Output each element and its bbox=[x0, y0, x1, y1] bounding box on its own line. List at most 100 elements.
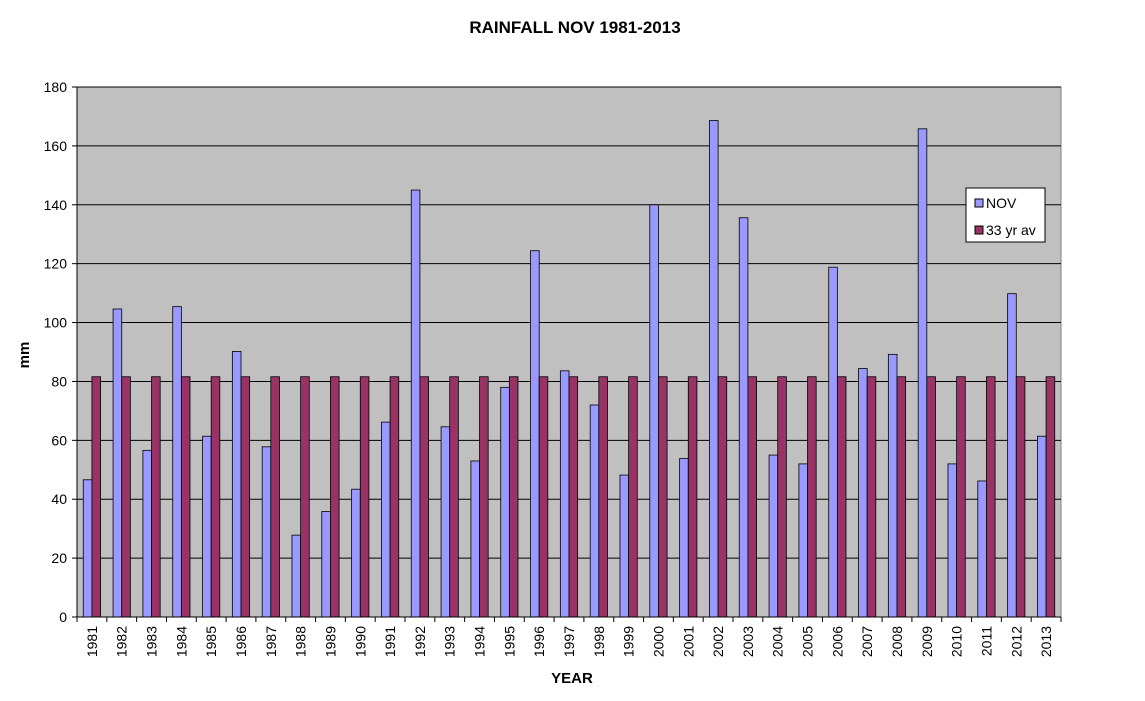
bar-nov bbox=[887, 353, 898, 618]
bar-average bbox=[449, 376, 459, 618]
y-tick-label: 140 bbox=[44, 197, 68, 213]
bar-nov bbox=[231, 351, 242, 618]
bar-average bbox=[479, 376, 489, 618]
bar-nov bbox=[679, 458, 689, 618]
bar-average bbox=[986, 376, 996, 618]
x-tick-label: 1994 bbox=[472, 626, 488, 657]
bar-average bbox=[777, 376, 787, 618]
bar-average bbox=[896, 376, 907, 618]
x-tick-label: 2008 bbox=[889, 626, 905, 657]
x-tick-label: 2000 bbox=[650, 626, 666, 657]
x-tick-label: 1991 bbox=[382, 626, 398, 657]
bar-average bbox=[1045, 376, 1056, 618]
bar-nov bbox=[440, 426, 451, 618]
x-tick-label: 1996 bbox=[531, 626, 547, 657]
bar-nov bbox=[559, 370, 570, 618]
bar-average bbox=[747, 376, 757, 618]
bar-average bbox=[389, 376, 400, 618]
x-tick-label: 2003 bbox=[740, 626, 756, 657]
y-tick-label: 60 bbox=[51, 432, 67, 448]
x-tick-label: 1988 bbox=[293, 626, 309, 657]
bar-nov bbox=[351, 488, 361, 618]
x-tick-label: 2002 bbox=[710, 626, 726, 657]
x-tick-label: 1987 bbox=[263, 626, 279, 657]
y-tick-label: 40 bbox=[51, 491, 67, 507]
legend-swatch-average bbox=[974, 225, 984, 235]
x-tick-label: 1999 bbox=[621, 626, 637, 657]
bar-nov bbox=[291, 534, 302, 618]
y-axis-title: mm bbox=[16, 342, 33, 369]
bar-average bbox=[419, 376, 429, 618]
x-tick-labels: 1981 1982 1983 1984 1985 1986 1987 1988 1989 1990… bbox=[84, 626, 1054, 657]
bar-average bbox=[240, 376, 251, 618]
bar-nov bbox=[112, 308, 123, 618]
bar-nov bbox=[261, 446, 272, 618]
x-tick-label: 2009 bbox=[919, 626, 935, 657]
x-tick-label: 1992 bbox=[412, 626, 428, 657]
bar-average bbox=[121, 376, 131, 618]
legend: NOV 33 yr av bbox=[965, 187, 1046, 243]
y-tick-label: 100 bbox=[44, 315, 68, 331]
bar-average bbox=[300, 376, 310, 618]
y-tick-label: 120 bbox=[44, 256, 68, 272]
legend-label-average: 33 yr av bbox=[986, 222, 1036, 238]
bar-nov bbox=[589, 404, 600, 618]
y-tick-label: 20 bbox=[51, 550, 67, 566]
x-tick-label: 1983 bbox=[144, 626, 160, 657]
bar-nov bbox=[381, 421, 391, 618]
y-tick-labels: 0 20 40 60 80 100 120 140 160 180 bbox=[44, 79, 68, 625]
y-tick-label: 80 bbox=[51, 373, 67, 389]
x-tick-label: 1982 bbox=[114, 626, 130, 657]
bar-average bbox=[717, 376, 728, 618]
bar-average bbox=[628, 376, 638, 618]
x-tick-label: 2011 bbox=[978, 626, 994, 656]
x-tick-label: 1997 bbox=[561, 626, 577, 657]
x-tick-label: 2004 bbox=[770, 626, 786, 657]
bar-nov bbox=[798, 463, 808, 618]
bar-nov bbox=[917, 128, 928, 618]
bar-average bbox=[866, 376, 877, 618]
x-tick-label: 1984 bbox=[173, 626, 189, 657]
bar-nov bbox=[470, 460, 480, 618]
bar-average bbox=[1015, 376, 1026, 618]
x-tick-label: 1989 bbox=[322, 626, 338, 657]
bar-nov bbox=[321, 511, 331, 618]
x-tick-label: 1985 bbox=[203, 626, 219, 657]
x-tick-label: 2006 bbox=[829, 626, 845, 657]
bar-nov bbox=[768, 454, 779, 618]
bar-average bbox=[180, 376, 191, 618]
x-tick-label: 1995 bbox=[501, 626, 517, 657]
bar-nov bbox=[1037, 435, 1047, 618]
bar-nov bbox=[172, 306, 182, 618]
bar-average bbox=[687, 376, 698, 618]
bar-nov bbox=[1007, 293, 1017, 618]
x-tick-label: 2001 bbox=[680, 626, 696, 657]
bar-average bbox=[330, 376, 340, 618]
x-tick-label: 2007 bbox=[859, 626, 875, 657]
bar-nov bbox=[82, 479, 93, 618]
bar-nov bbox=[738, 217, 749, 618]
bar-average bbox=[359, 376, 370, 618]
bar-average bbox=[270, 376, 280, 618]
bar-average bbox=[658, 376, 668, 618]
bar-average bbox=[568, 376, 579, 618]
bar-nov bbox=[619, 474, 630, 618]
bar-nov bbox=[500, 386, 510, 618]
x-tick-label: 1998 bbox=[591, 626, 607, 657]
bar-average bbox=[836, 376, 847, 618]
x-tick-label: 1990 bbox=[352, 626, 368, 657]
bar-nov bbox=[649, 204, 659, 618]
bar-average bbox=[91, 376, 101, 618]
bar-average bbox=[598, 376, 608, 618]
bar-nov bbox=[202, 435, 212, 618]
bar-nov bbox=[410, 189, 421, 618]
y-tick-label: 180 bbox=[44, 79, 68, 95]
x-tick-label: 1981 bbox=[84, 626, 100, 657]
bar-nov bbox=[709, 120, 719, 618]
y-tick-label: 160 bbox=[44, 138, 68, 154]
legend-swatch-nov bbox=[974, 198, 984, 208]
bars bbox=[82, 120, 1056, 618]
bar-average bbox=[956, 376, 966, 618]
chart-title: RAINFALL NOV 1981-2013 bbox=[469, 18, 680, 37]
